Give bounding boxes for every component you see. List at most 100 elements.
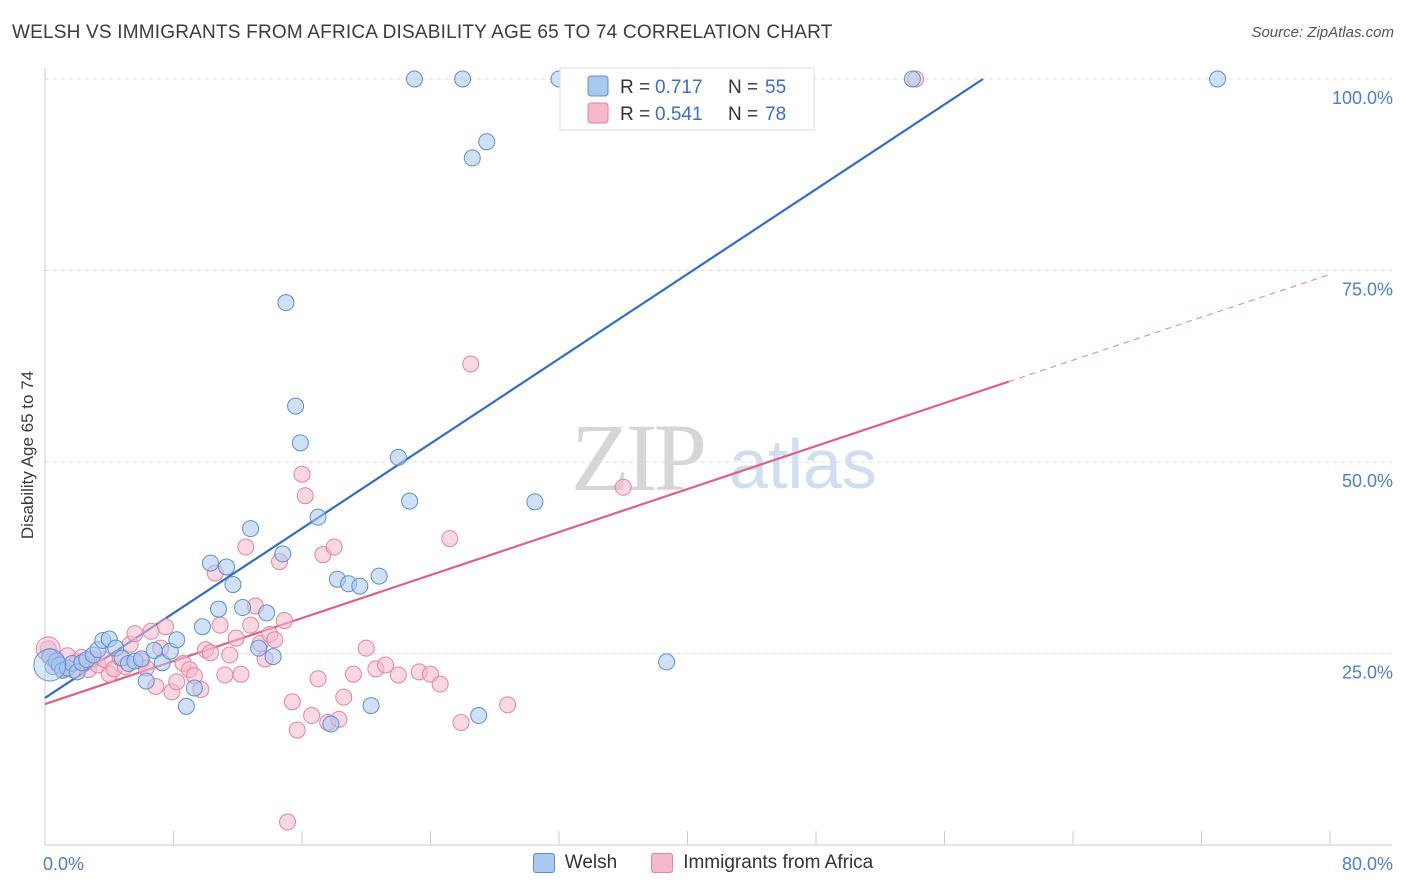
watermark-atlas: atlas [729, 425, 877, 503]
welsh-point-26 [193, 618, 211, 636]
africa-point-71 [614, 478, 632, 496]
bottom-legend-africa: Immigrants from Africa [651, 852, 873, 874]
africa-point-51 [296, 487, 314, 505]
welsh-point-49 [405, 70, 423, 88]
africa-trend-line [44, 380, 1010, 706]
welsh-point-37 [277, 294, 295, 312]
y-tick-label-2: 75.0% [1342, 280, 1393, 300]
welsh-point-50 [454, 70, 472, 88]
welsh-point-25 [185, 679, 203, 697]
welsh-point-18 [132, 650, 150, 668]
africa-point-48 [283, 693, 301, 711]
africa-point-62 [377, 656, 395, 674]
welsh-point-56 [658, 653, 676, 671]
welsh-point-52 [470, 707, 488, 725]
africa-point-49 [288, 721, 306, 739]
welsh-point-23 [168, 631, 186, 649]
bottom-legend-swatch-welsh [532, 853, 555, 873]
welsh-trend-line [44, 78, 984, 699]
welsh-point-48 [401, 492, 419, 510]
legend-n-label-welsh: N = [728, 77, 758, 98]
welsh-point-32 [242, 520, 260, 538]
source-label: Source: ZipAtlas.com [1251, 24, 1394, 41]
africa-point-46 [275, 612, 293, 630]
chart-title: WELSH VS IMMIGRANTS FROM AFRICA DISABILI… [12, 22, 833, 43]
welsh-point-45 [362, 697, 380, 715]
welsh-point-cluster [33, 648, 67, 682]
africa-point-37 [232, 665, 250, 683]
welsh-point-40 [309, 508, 327, 526]
africa-point-25 [168, 673, 186, 691]
africa-point-58 [335, 688, 353, 706]
africa-point-34 [216, 666, 234, 684]
y-tick-label-0: 25.0% [1342, 663, 1393, 683]
welsh-point-47 [389, 448, 407, 466]
y-tick-label-1: 50.0% [1342, 471, 1393, 491]
africa-point-47 [279, 813, 297, 831]
gridlines [45, 78, 1392, 654]
welsh-point-24 [177, 697, 195, 715]
welsh-point-19 [137, 672, 155, 690]
welsh-point-46 [370, 567, 388, 585]
legend-r-value-welsh: 0.717 [655, 77, 703, 98]
welsh-point-44 [351, 577, 369, 595]
africa-point-35 [221, 646, 239, 664]
legend-n-value-welsh: 55 [765, 77, 786, 98]
africa-point-63 [389, 666, 407, 684]
welsh-point-34 [258, 604, 276, 622]
welsh-point-57 [903, 70, 921, 88]
bottom-legend-swatch-africa [651, 853, 674, 873]
legend-r-value-africa: 0.541 [655, 104, 703, 125]
y-tick-label-3: 100.0% [1332, 88, 1393, 108]
bottom-legend-welsh: Welsh [532, 852, 618, 874]
africa-point-33 [211, 616, 229, 634]
welsh-point-39 [291, 434, 309, 452]
bottom-legend-label-africa: Immigrants from Africa [683, 852, 874, 873]
legend-box: R = 0.717 N = 55 R = 0.541 N = 78 [559, 67, 815, 131]
welsh-point-28 [209, 600, 227, 618]
bottom-legend: Welsh Immigrants from Africa [0, 852, 1406, 874]
welsh-point-31 [234, 599, 252, 617]
africa-point-53 [309, 670, 327, 688]
legend-n-label-africa: N = [728, 104, 758, 125]
welsh-point-36 [274, 545, 292, 563]
legend-swatch-welsh [587, 75, 609, 97]
x-tick-label-0: 0.0% [43, 854, 84, 874]
legend-n-value-africa: 78 [765, 104, 786, 125]
welsh-point-54 [526, 493, 544, 511]
axes [44, 68, 1392, 846]
africa-point-31 [201, 644, 219, 662]
africa-point-44 [266, 631, 284, 649]
africa-point-56 [325, 538, 343, 556]
africa-point-50 [293, 465, 311, 483]
africa-point-66 [431, 675, 449, 693]
africa-point-60 [357, 639, 375, 657]
africa-point-20 [142, 622, 160, 640]
africa-point-38 [237, 538, 255, 556]
africa-point-69 [462, 355, 480, 373]
legend-r-label-africa: R = [620, 104, 650, 125]
welsh-point-29 [218, 558, 236, 576]
bottom-legend-label-welsh: Welsh [564, 852, 618, 873]
welsh-point-33 [250, 639, 268, 657]
welsh-point-58 [1209, 70, 1227, 88]
welsh-point-53 [478, 133, 496, 151]
watermark-zip: ZIP [571, 404, 704, 511]
africa-point-52 [303, 707, 321, 725]
africa-point-70 [499, 696, 517, 714]
africa-point-59 [344, 665, 362, 683]
welsh-point-21 [153, 654, 171, 672]
welsh-points [33, 70, 1227, 733]
legend-swatch-africa [587, 102, 609, 124]
legend-r-label-welsh: R = [620, 77, 650, 98]
welsh-point-35 [264, 648, 282, 666]
welsh-point-38 [287, 397, 305, 415]
africa-point-36 [227, 629, 245, 647]
x-tick-label-1: 80.0% [1342, 854, 1393, 874]
welsh-point-27 [201, 554, 219, 572]
africa-point-23 [156, 618, 174, 636]
welsh-point-51 [463, 149, 481, 167]
welsh-point-30 [224, 576, 242, 594]
africa-trend-line-extension [1008, 273, 1331, 383]
